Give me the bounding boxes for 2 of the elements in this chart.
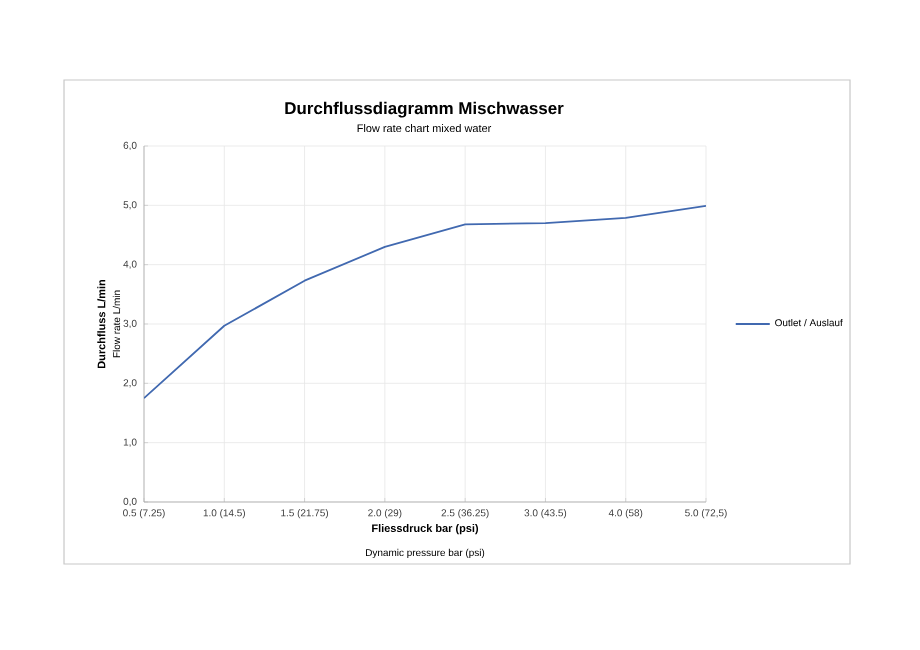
line-series	[144, 205, 706, 400]
chart-title: Durchflussdiagramm Mischwasser	[285, 101, 564, 118]
